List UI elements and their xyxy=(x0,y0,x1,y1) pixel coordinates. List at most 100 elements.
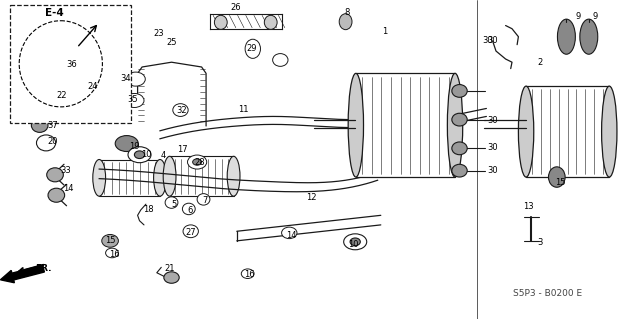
Text: 10: 10 xyxy=(141,150,151,159)
Text: 9: 9 xyxy=(575,12,580,21)
Ellipse shape xyxy=(115,136,138,152)
Text: 27: 27 xyxy=(186,228,196,237)
Ellipse shape xyxy=(548,167,565,187)
Text: 7: 7 xyxy=(202,196,207,205)
Text: 36: 36 xyxy=(67,60,77,69)
Text: 22: 22 xyxy=(57,91,67,100)
Ellipse shape xyxy=(93,160,106,196)
Bar xyxy=(170,156,234,196)
Text: S5P3 - B0200 E: S5P3 - B0200 E xyxy=(513,289,582,298)
Ellipse shape xyxy=(165,197,178,208)
Ellipse shape xyxy=(163,156,176,196)
Ellipse shape xyxy=(193,159,202,165)
Ellipse shape xyxy=(164,272,179,283)
Text: 18: 18 xyxy=(143,205,154,214)
Text: 11: 11 xyxy=(238,105,248,114)
Ellipse shape xyxy=(241,269,254,278)
Text: 32: 32 xyxy=(176,106,186,115)
Text: 4: 4 xyxy=(161,151,166,160)
Ellipse shape xyxy=(102,234,118,247)
Ellipse shape xyxy=(518,86,534,177)
Ellipse shape xyxy=(197,194,210,205)
FancyArrow shape xyxy=(1,265,44,283)
Text: 30: 30 xyxy=(488,143,499,152)
Text: 34: 34 xyxy=(121,74,131,83)
Ellipse shape xyxy=(29,101,45,115)
Text: 12: 12 xyxy=(307,193,317,202)
Text: 30: 30 xyxy=(488,116,499,125)
Text: 21: 21 xyxy=(164,264,175,273)
Ellipse shape xyxy=(452,113,467,126)
Text: 35: 35 xyxy=(127,95,138,104)
Ellipse shape xyxy=(557,19,575,54)
Ellipse shape xyxy=(125,93,144,108)
Text: 24: 24 xyxy=(88,82,98,91)
Text: 5: 5 xyxy=(172,200,177,209)
Ellipse shape xyxy=(188,155,207,169)
Text: 37: 37 xyxy=(48,121,58,130)
Text: 16: 16 xyxy=(109,250,119,259)
Ellipse shape xyxy=(48,188,65,202)
Ellipse shape xyxy=(452,85,467,97)
Ellipse shape xyxy=(452,142,467,155)
Ellipse shape xyxy=(183,225,198,238)
Text: 19: 19 xyxy=(129,142,140,151)
Text: FR.: FR. xyxy=(35,264,52,273)
Ellipse shape xyxy=(580,19,598,54)
Text: 6: 6 xyxy=(188,206,193,215)
Text: 33: 33 xyxy=(61,166,71,174)
Ellipse shape xyxy=(80,78,103,96)
Text: 17: 17 xyxy=(177,145,188,154)
Ellipse shape xyxy=(348,73,364,177)
Text: 30: 30 xyxy=(488,166,499,175)
Text: 29: 29 xyxy=(246,44,257,53)
Text: 1: 1 xyxy=(382,27,387,36)
Ellipse shape xyxy=(128,147,151,163)
Ellipse shape xyxy=(344,234,367,250)
Ellipse shape xyxy=(339,14,352,30)
Text: 20: 20 xyxy=(47,137,58,146)
Text: 10: 10 xyxy=(348,241,358,249)
Ellipse shape xyxy=(106,248,118,258)
Ellipse shape xyxy=(126,72,145,86)
Ellipse shape xyxy=(602,86,617,177)
Ellipse shape xyxy=(214,15,227,29)
Ellipse shape xyxy=(47,168,63,182)
Ellipse shape xyxy=(29,93,44,105)
Ellipse shape xyxy=(227,156,240,196)
Text: 30: 30 xyxy=(488,36,499,45)
Text: 2: 2 xyxy=(537,58,542,67)
Ellipse shape xyxy=(447,73,463,177)
Ellipse shape xyxy=(154,160,166,196)
Ellipse shape xyxy=(273,54,288,66)
Text: 30: 30 xyxy=(483,36,493,45)
Ellipse shape xyxy=(182,203,195,215)
Ellipse shape xyxy=(134,151,145,159)
Bar xyxy=(10,5,131,123)
Ellipse shape xyxy=(51,60,70,74)
Text: 9: 9 xyxy=(593,12,598,21)
Text: 3: 3 xyxy=(537,238,542,247)
Text: 25: 25 xyxy=(166,38,177,47)
Text: E-4: E-4 xyxy=(45,8,64,18)
Ellipse shape xyxy=(452,164,467,177)
Ellipse shape xyxy=(36,135,56,151)
Ellipse shape xyxy=(245,39,260,58)
Ellipse shape xyxy=(173,104,188,116)
Bar xyxy=(356,73,455,177)
Ellipse shape xyxy=(31,118,48,132)
Text: 15: 15 xyxy=(555,178,565,187)
Text: 28: 28 xyxy=(195,158,205,167)
Text: 16: 16 xyxy=(244,271,255,279)
Text: 15: 15 xyxy=(106,236,116,245)
Ellipse shape xyxy=(19,21,102,107)
Text: 13: 13 xyxy=(523,202,533,211)
Text: 26: 26 xyxy=(230,3,241,12)
Text: 14: 14 xyxy=(63,184,74,193)
Ellipse shape xyxy=(350,238,360,246)
Bar xyxy=(99,160,160,196)
Text: 23: 23 xyxy=(154,29,164,38)
Ellipse shape xyxy=(282,227,297,239)
Text: 14: 14 xyxy=(286,231,296,240)
Bar xyxy=(526,86,609,177)
